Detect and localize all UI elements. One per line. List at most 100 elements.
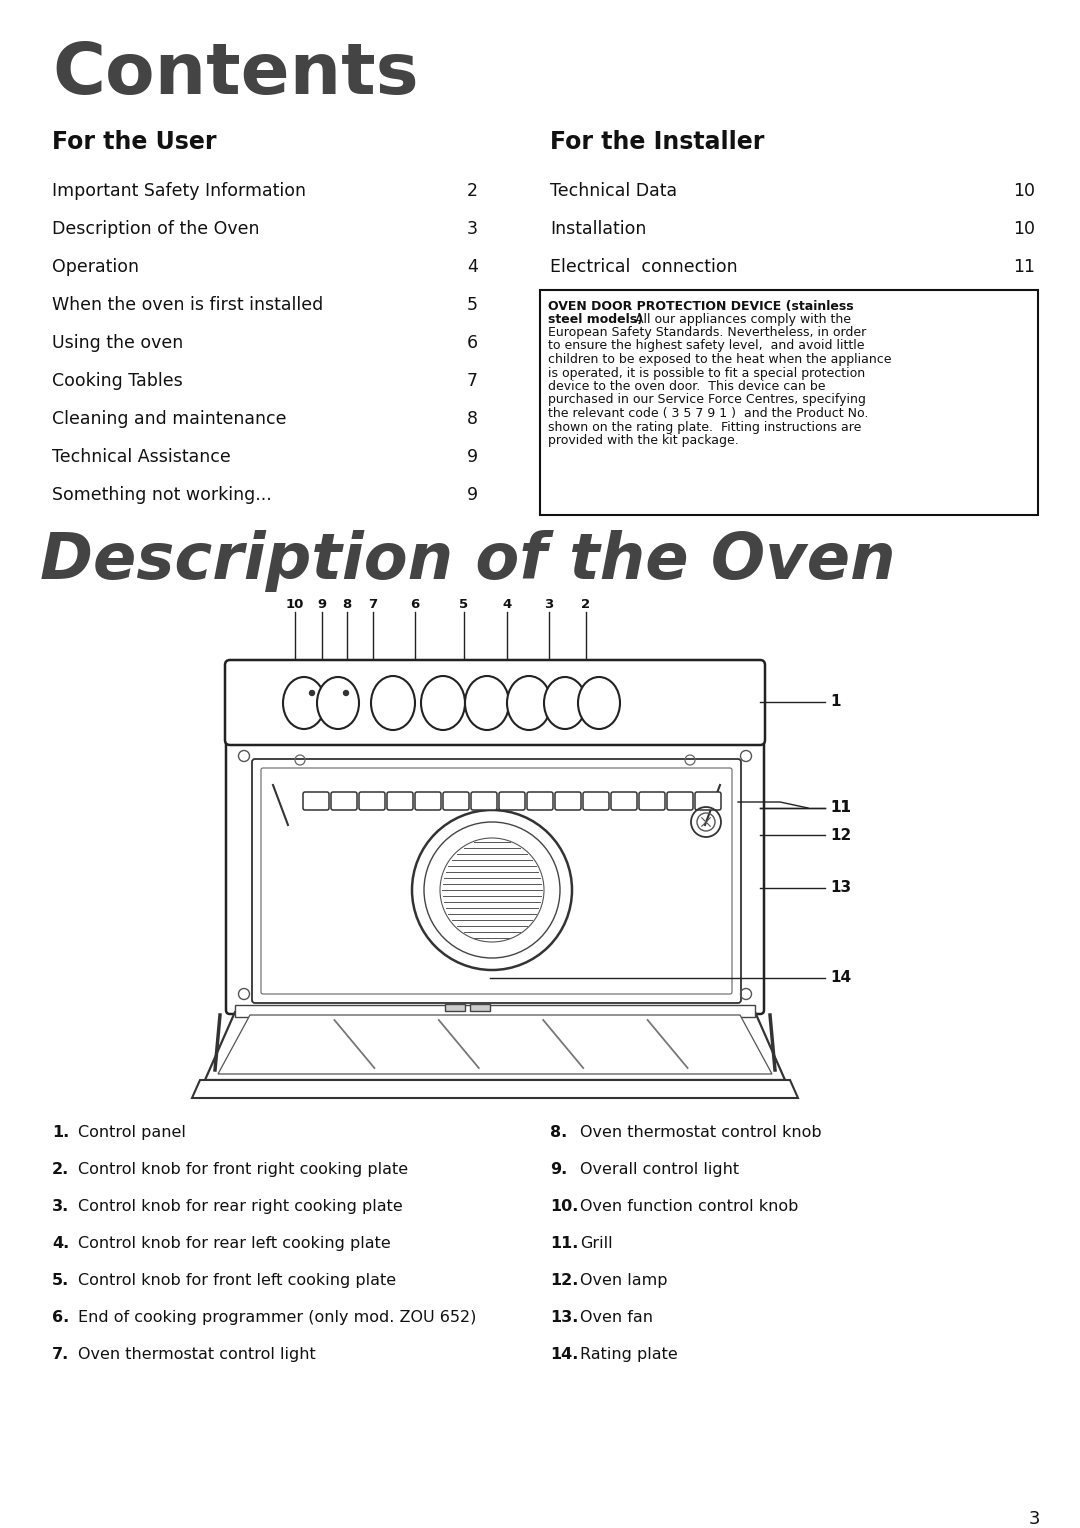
Text: 12.: 12. [550,1273,579,1288]
Text: Oven lamp: Oven lamp [580,1273,667,1288]
Text: 10: 10 [286,597,305,611]
Text: device to the oven door.  This device can be: device to the oven door. This device can… [548,380,825,393]
FancyBboxPatch shape [443,792,469,810]
FancyBboxPatch shape [667,792,693,810]
Text: 12: 12 [831,828,851,842]
Circle shape [343,691,349,695]
Text: Control panel: Control panel [78,1125,186,1140]
Text: 11: 11 [1013,258,1035,277]
FancyBboxPatch shape [611,792,637,810]
Text: 2: 2 [467,182,478,200]
Text: Cleaning and maintenance: Cleaning and maintenance [52,410,286,428]
FancyBboxPatch shape [387,792,413,810]
Text: steel models): steel models) [548,313,643,325]
Text: 14.: 14. [550,1348,579,1361]
FancyBboxPatch shape [415,792,441,810]
Ellipse shape [544,677,586,729]
FancyBboxPatch shape [583,792,609,810]
Text: 11: 11 [831,801,851,816]
Text: End of cooking programmer (only mod. ZOU 652): End of cooking programmer (only mod. ZOU… [78,1309,476,1325]
Ellipse shape [421,675,465,730]
Text: children to be exposed to the heat when the appliance: children to be exposed to the heat when … [548,353,891,367]
Ellipse shape [465,675,509,730]
Ellipse shape [507,675,551,730]
Text: 13: 13 [831,880,851,895]
Text: Technical Data: Technical Data [550,182,677,200]
Text: is operated, it is possible to fit a special protection: is operated, it is possible to fit a spe… [548,367,865,379]
Text: 3: 3 [544,597,554,611]
FancyBboxPatch shape [303,792,329,810]
Text: Description of the Oven: Description of the Oven [40,530,895,591]
Polygon shape [218,1015,772,1074]
Ellipse shape [318,677,359,729]
Bar [540,290,1038,515]
Text: 5: 5 [467,296,478,313]
Text: 1.: 1. [52,1125,69,1140]
Text: to ensure the highest safety level,  and avoid little: to ensure the highest safety level, and … [548,339,864,353]
Bar [445,1004,465,1012]
Text: 4.: 4. [52,1236,69,1251]
Text: Using the oven: Using the oven [52,335,184,351]
Polygon shape [192,1080,798,1099]
Text: 6: 6 [467,335,478,351]
Text: 10: 10 [1013,220,1035,238]
Text: 4: 4 [468,258,478,277]
Text: 5.: 5. [52,1273,69,1288]
Text: 2.: 2. [52,1161,69,1177]
Text: All our appliances comply with the: All our appliances comply with the [631,313,851,325]
Text: 14: 14 [831,970,851,986]
Text: Cooking Tables: Cooking Tables [52,371,183,390]
FancyBboxPatch shape [225,660,765,746]
FancyBboxPatch shape [471,792,497,810]
FancyBboxPatch shape [359,792,384,810]
Bar [470,1004,490,1012]
Text: OVEN DOOR PROTECTION DEVICE (stainless: OVEN DOOR PROTECTION DEVICE (stainless [548,299,853,313]
Text: For the User: For the User [52,130,216,154]
Text: 6.: 6. [52,1309,69,1325]
Text: 4: 4 [502,597,512,611]
Text: Oven function control knob: Oven function control knob [580,1199,798,1215]
Text: Oven thermostat control light: Oven thermostat control light [78,1348,315,1361]
Text: Grill: Grill [580,1236,612,1251]
Text: 7.: 7. [52,1348,69,1361]
FancyBboxPatch shape [261,769,732,995]
Text: 9: 9 [318,597,326,611]
Text: Control knob for rear left cooking plate: Control knob for rear left cooking plate [78,1236,391,1251]
Text: 3: 3 [1028,1510,1040,1528]
Text: Oven thermostat control knob: Oven thermostat control knob [580,1125,822,1140]
Text: Control knob for rear right cooking plate: Control knob for rear right cooking plat… [78,1199,403,1215]
Text: 3.: 3. [52,1199,69,1215]
FancyBboxPatch shape [555,792,581,810]
FancyBboxPatch shape [527,792,553,810]
Text: 6: 6 [410,597,420,611]
Text: Description of the Oven: Description of the Oven [52,220,259,238]
Text: Control knob for front left cooking plate: Control knob for front left cooking plat… [78,1273,396,1288]
Ellipse shape [283,677,325,729]
Text: 8: 8 [342,597,352,611]
Ellipse shape [578,677,620,729]
Text: 9: 9 [467,486,478,504]
Text: Control knob for front right cooking plate: Control knob for front right cooking pla… [78,1161,408,1177]
Text: When the oven is first installed: When the oven is first installed [52,296,323,313]
FancyBboxPatch shape [330,792,357,810]
Text: 9: 9 [467,448,478,466]
Bar [235,1005,755,1018]
FancyBboxPatch shape [499,792,525,810]
Text: 8.: 8. [550,1125,567,1140]
Text: Rating plate: Rating plate [580,1348,678,1361]
Text: 10.: 10. [550,1199,579,1215]
Text: 7: 7 [467,371,478,390]
Polygon shape [205,1012,785,1080]
Text: Oven fan: Oven fan [580,1309,653,1325]
Text: 5: 5 [459,597,469,611]
Text: 10: 10 [1013,182,1035,200]
Text: 9.: 9. [550,1161,567,1177]
Text: Technical Assistance: Technical Assistance [52,448,231,466]
Text: Electrical  connection: Electrical connection [550,258,738,277]
Ellipse shape [372,675,415,730]
Text: purchased in our Service Force Centres, specifying: purchased in our Service Force Centres, … [548,394,866,406]
Text: 11.: 11. [550,1236,579,1251]
Text: 8: 8 [467,410,478,428]
Text: Installation: Installation [550,220,646,238]
Text: 3: 3 [467,220,478,238]
